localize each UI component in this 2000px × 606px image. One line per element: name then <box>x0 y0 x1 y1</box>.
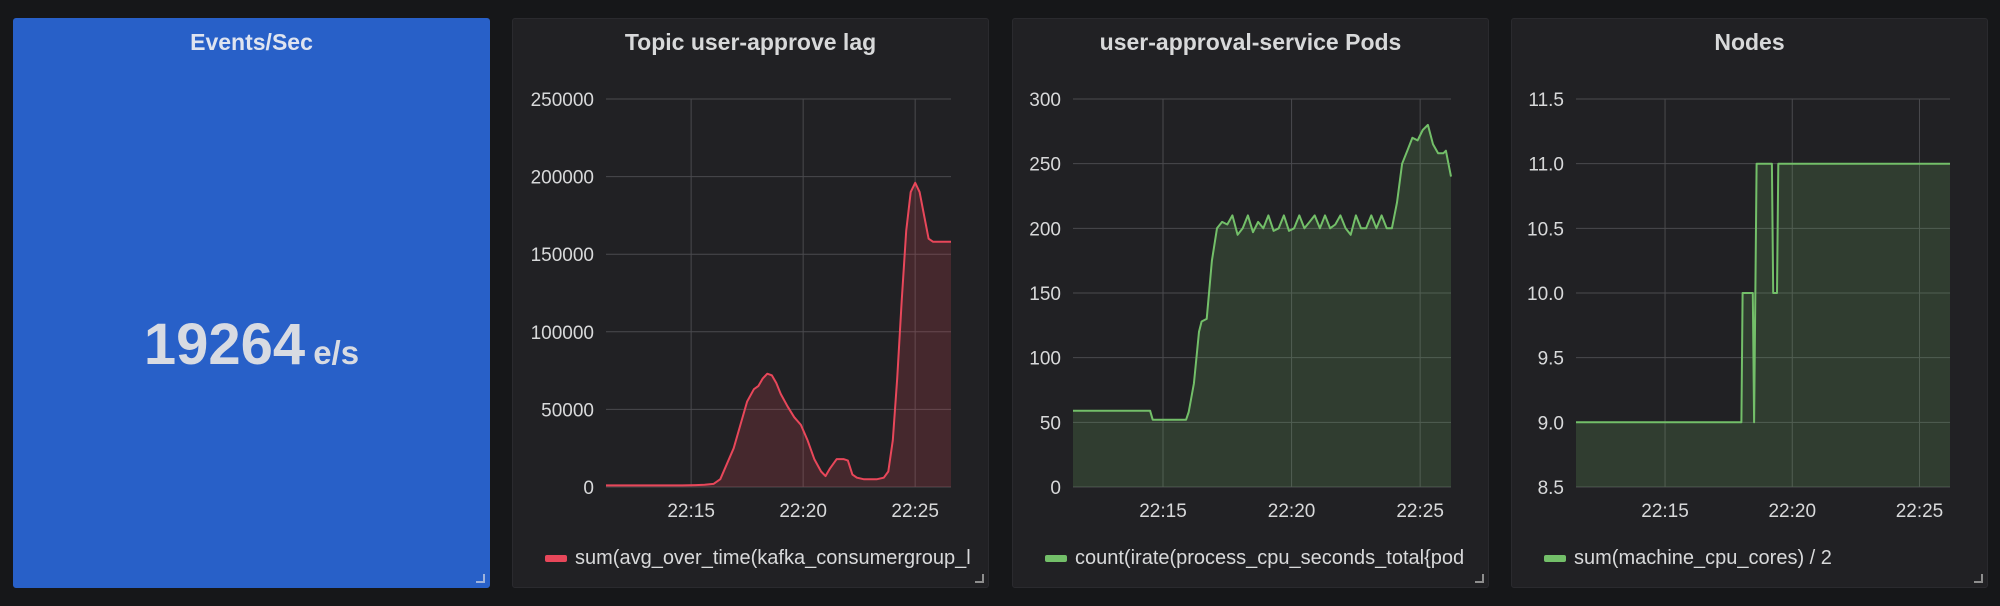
y-tick-label: 150000 <box>531 245 594 266</box>
y-tick-label: 300 <box>1029 90 1061 111</box>
x-tick-label: 22:25 <box>1396 501 1444 522</box>
series-line[interactable] <box>1576 162 1950 424</box>
y-tick-label: 200000 <box>531 168 594 189</box>
pods-panel[interactable]: user-approval-service Pods 0 50 100 150 200 2… <box>1012 18 1489 588</box>
events-per-sec-panel[interactable]: Events/Sec 19264 e/s <box>13 18 490 588</box>
topic-lag-title[interactable]: Topic user-approve lag <box>624 29 877 55</box>
topic-lag-legend-label: sum(avg_over_time(kafka_consumergroup_l <box>575 546 971 569</box>
y-tick-label: 9.0 <box>1538 413 1564 434</box>
topic-lag-panel[interactable]: Topic user-approve lag 0 50000 100000 15000… <box>512 18 989 588</box>
topic-lag-graph[interactable]: 0 50000 100000 150000 200000 250000 22:15 22:20… <box>513 19 990 539</box>
y-tick-label: 0 <box>1050 478 1061 499</box>
legend-swatch-icon <box>1544 554 1566 562</box>
legend-swatch-icon <box>545 554 567 562</box>
y-tick-label: 100 <box>1029 349 1061 370</box>
x-tick-label: 22:15 <box>1139 501 1187 522</box>
y-tick-label: 10.0 <box>1527 284 1564 305</box>
nodes-panel[interactable]: Nodes 8.5 9.0 9.5 10.0 10.5 11.0 11.5 22:15 22:2… <box>1511 18 1988 588</box>
events-per-sec-title[interactable]: Events/Sec <box>190 29 313 55</box>
y-tick-label: 10.5 <box>1527 219 1564 240</box>
x-tick-label: 22:20 <box>1768 501 1816 522</box>
series-area <box>606 182 951 488</box>
series-area <box>1576 163 1950 487</box>
nodes-graph[interactable]: 8.5 9.0 9.5 10.0 10.5 11.0 11.5 22:15 22:20 22:25 <box>1512 19 1989 539</box>
y-tick-label: 200 <box>1029 219 1061 240</box>
y-tick-label: 50000 <box>541 400 594 421</box>
resize-handle-icon[interactable] <box>1974 574 1983 583</box>
y-tick-label: 100000 <box>531 323 594 344</box>
legend-swatch-icon <box>1045 554 1067 562</box>
pods-legend-label: count(irate(process_cpu_seconds_total{po… <box>1075 546 1465 569</box>
y-tick-label: 250 <box>1029 155 1061 176</box>
events-per-sec-value: 19264 e/s <box>14 311 489 378</box>
nodes-title[interactable]: Nodes <box>1714 29 1785 55</box>
x-tick-label: 22:20 <box>1268 501 1316 522</box>
y-tick-label: 9.5 <box>1538 349 1564 370</box>
pods-legend[interactable]: count(irate(process_cpu_seconds_total{po… <box>1045 544 1478 572</box>
x-tick-label: 22:20 <box>779 501 827 522</box>
x-tick-label: 22:15 <box>667 501 715 522</box>
nodes-legend-label: sum(machine_cpu_cores) / 2 <box>1574 546 1832 569</box>
stat-unit: e/s <box>313 334 360 371</box>
stat-number: 19264 <box>143 312 306 377</box>
resize-handle-icon[interactable] <box>476 574 485 583</box>
series-line[interactable] <box>1073 123 1452 421</box>
nodes-legend[interactable]: sum(machine_cpu_cores) / 2 <box>1544 544 1977 572</box>
series-line[interactable] <box>606 181 951 487</box>
topic-lag-legend[interactable]: sum(avg_over_time(kafka_consumergroup_l <box>545 544 978 572</box>
y-tick-label: 250000 <box>531 90 594 111</box>
y-tick-label: 8.5 <box>1538 478 1564 499</box>
x-tick-label: 22:15 <box>1641 501 1689 522</box>
series-area <box>1073 124 1451 488</box>
resize-handle-icon[interactable] <box>975 574 984 583</box>
pods-title[interactable]: user-approval-service Pods <box>1099 29 1402 55</box>
y-tick-label: 150 <box>1029 284 1061 305</box>
y-tick-label: 11.0 <box>1528 155 1564 176</box>
resize-handle-icon[interactable] <box>1475 574 1484 583</box>
x-tick-label: 22:25 <box>891 501 939 522</box>
y-tick-label: 50 <box>1040 413 1061 434</box>
x-tick-label: 22:25 <box>1896 501 1944 522</box>
pods-graph[interactable]: 0 50 100 150 200 250 300 22:15 22:20 22:25 <box>1013 19 1490 539</box>
y-tick-label: 0 <box>583 478 594 499</box>
y-tick-label: 11.5 <box>1528 90 1564 111</box>
